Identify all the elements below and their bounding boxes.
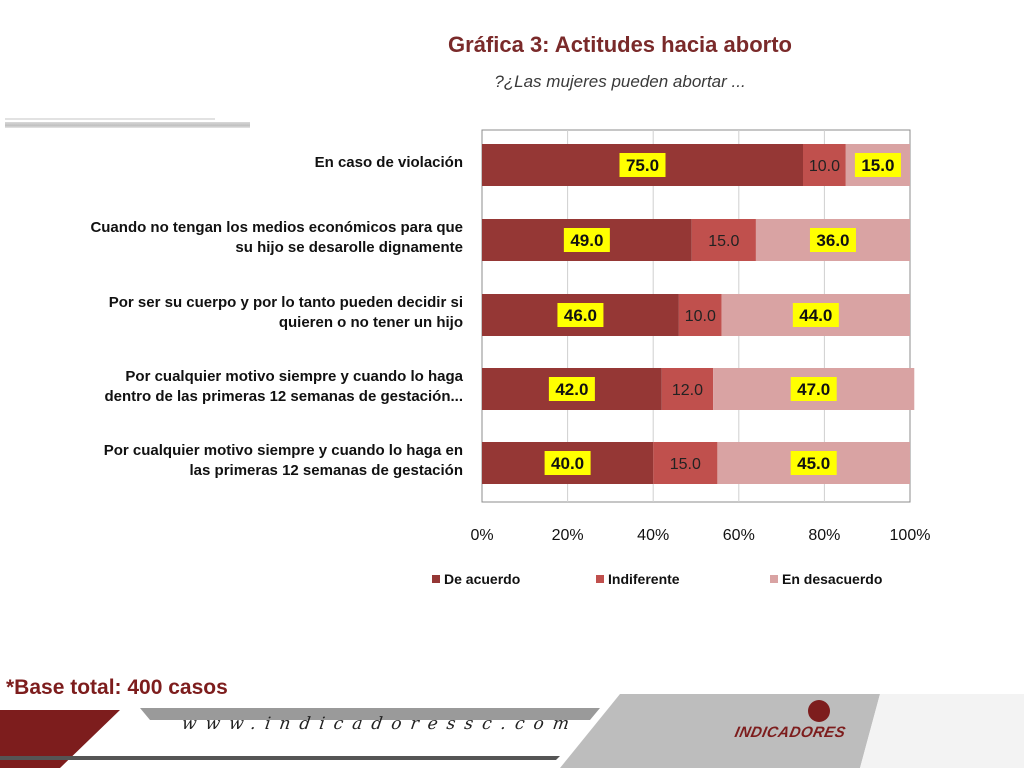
category-label-line: dentro de las primeras 12 semanas de ges… xyxy=(104,388,463,405)
data-label: 36.0 xyxy=(816,231,849,250)
footnote-base-total: *Base total: 400 casos xyxy=(6,676,228,699)
x-tick-label: 20% xyxy=(552,527,584,544)
decorative-rule xyxy=(5,122,250,128)
x-tick-label: 100% xyxy=(890,527,931,544)
data-label-highlight xyxy=(790,451,837,475)
legend-label: En desacuerdo xyxy=(782,571,882,587)
legend-swatch xyxy=(596,575,604,583)
chart-subtitle: ?¿Las mujeres pueden abortar ... xyxy=(494,72,746,91)
category-label: Por cualquier motivo siempre y cuando lo… xyxy=(18,441,463,481)
footer-url: www.indicadoressc.com xyxy=(180,714,580,734)
bar-segment xyxy=(661,368,714,410)
category-label-line: En caso de violación xyxy=(314,154,463,171)
data-label: 15.0 xyxy=(670,456,701,473)
bar-segment xyxy=(653,442,718,484)
category-label: Cuando no tengan los medios económicos p… xyxy=(18,218,463,258)
data-label: 42.0 xyxy=(555,380,588,399)
category-label-line: Por cualquier motivo siempre y cuando lo… xyxy=(103,442,463,459)
x-tick-label: 0% xyxy=(470,527,493,544)
data-label-highlight xyxy=(854,153,901,177)
category-label: Por cualquier motivo siempre y cuando lo… xyxy=(18,367,463,407)
data-label: 44.0 xyxy=(799,306,832,325)
x-tick-label: 80% xyxy=(808,527,840,544)
legend-swatch xyxy=(770,575,778,583)
data-label: 75.0 xyxy=(626,156,659,175)
data-label: 40.0 xyxy=(551,454,584,473)
category-label-line: Por ser su cuerpo y por lo tanto pueden … xyxy=(108,294,463,311)
bar-segment xyxy=(691,219,756,261)
data-label-highlight xyxy=(619,153,666,177)
data-label-highlight xyxy=(548,377,595,401)
chart-title: Gráfica 3: Actitudes hacia aborto xyxy=(448,32,792,57)
category-label-line: quieren o no tener un hijo xyxy=(278,314,463,331)
legend-swatch xyxy=(432,575,440,583)
data-label: 15.0 xyxy=(861,156,894,175)
category-label-line: su hijo se desarolle dignamente xyxy=(235,239,463,256)
stacked-bar-chart: 0% 20% 40% 60% 80% 100% 75.0 10.0 15.0 49.0 15.0 36… xyxy=(432,129,931,587)
decorative-rule-thin xyxy=(5,118,215,120)
category-label-line: Por cualquier motivo siempre y cuando lo… xyxy=(125,368,463,385)
legend-label: Indiferente xyxy=(608,571,680,587)
data-label: 15.0 xyxy=(708,233,739,250)
indicadores-logo-text: INDICADORES xyxy=(733,724,848,741)
data-label: 10.0 xyxy=(685,308,716,325)
data-label-highlight xyxy=(809,228,856,252)
category-label: Por ser su cuerpo y por lo tanto pueden … xyxy=(18,293,463,333)
bar-segment xyxy=(678,294,722,336)
data-label-highlight xyxy=(792,303,839,327)
x-tick-label: 60% xyxy=(723,527,755,544)
data-label-highlight xyxy=(563,228,610,252)
indicadores-logo-icon xyxy=(808,700,830,722)
data-label: 12.0 xyxy=(672,382,703,399)
legend-label: De acuerdo xyxy=(444,571,520,587)
x-tick-label: 40% xyxy=(637,527,669,544)
data-label: 47.0 xyxy=(797,380,830,399)
data-label: 49.0 xyxy=(570,231,603,250)
category-label-line: las primeras 12 semanas de gestación xyxy=(189,462,463,479)
data-label-highlight xyxy=(557,303,604,327)
data-label: 10.0 xyxy=(809,158,840,175)
data-label: 45.0 xyxy=(797,454,830,473)
footer-band xyxy=(0,694,1024,768)
category-label-line: Cuando no tengan los medios económicos p… xyxy=(90,219,463,236)
bar-segment xyxy=(803,144,846,186)
data-label-highlight xyxy=(544,451,591,475)
category-label: En caso de violación xyxy=(18,153,463,173)
data-label-highlight xyxy=(790,377,837,401)
data-label: 46.0 xyxy=(564,306,597,325)
